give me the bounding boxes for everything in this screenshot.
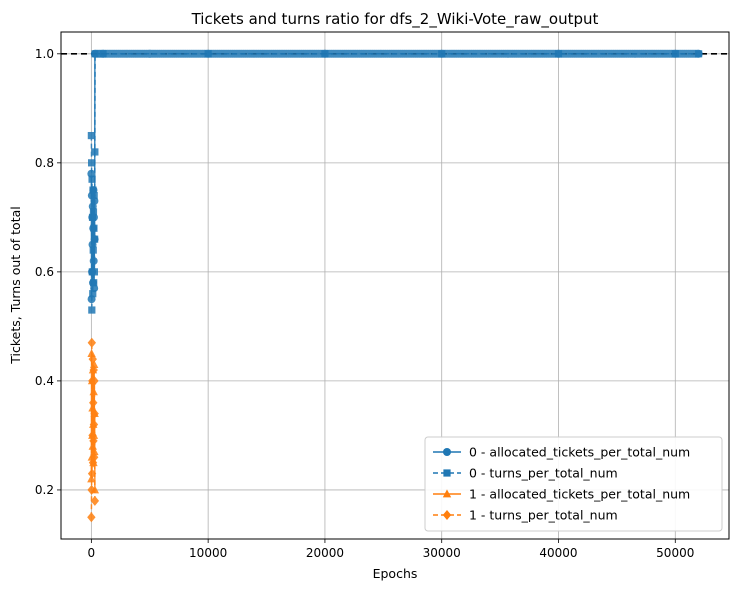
y-tick-label: 0.6 [35, 265, 54, 279]
data-point [695, 50, 703, 58]
data-point [89, 452, 99, 463]
data-point [438, 50, 446, 58]
data-point [89, 419, 99, 430]
legend-swatch-marker [443, 448, 451, 456]
data-point [90, 279, 98, 287]
legend-swatch-marker [442, 489, 452, 498]
data-point [89, 246, 97, 254]
data-point [321, 50, 329, 58]
legend: 0 - allocated_tickets_per_total_num 0 - t… [424, 436, 723, 532]
data-point [88, 213, 97, 221]
legend-box [424, 436, 723, 532]
data-point [89, 435, 98, 446]
y-tick-label: 0.2 [35, 483, 54, 497]
data-point [554, 50, 563, 58]
data-point [87, 474, 96, 483]
data-point [204, 50, 212, 58]
data-point [87, 159, 96, 167]
data-point [87, 484, 96, 495]
y-tick-label: 0.4 [35, 374, 54, 388]
chart-title: Tickets and turns ratio for dfs_2_Wiki-V… [191, 10, 599, 29]
data-point [87, 512, 96, 523]
data-point [90, 268, 98, 276]
data-point [90, 495, 100, 506]
data-point [87, 131, 95, 140]
x-tick-label: 10000 [189, 546, 227, 560]
legend-label: 1 - allocated_tickets_per_total_num [469, 487, 690, 502]
series-0 [87, 49, 703, 304]
data-point [90, 224, 98, 232]
y-axis-label: Tickets, Turns out of total [8, 206, 23, 364]
y-tick-label: 0.8 [35, 156, 54, 170]
x-tick-label: 50000 [656, 546, 694, 560]
series-line [90, 53, 699, 300]
x-tick-label: 20000 [306, 546, 344, 560]
legend-swatch-marker [443, 469, 451, 477]
x-tick-label: 0 [88, 546, 96, 560]
data-point [89, 397, 98, 408]
y-tick-label: 1.0 [35, 47, 54, 61]
data-point [88, 354, 97, 365]
data-point [91, 235, 99, 243]
data-point [99, 50, 107, 58]
x-axis-label: Epochs [373, 566, 418, 581]
legend-label: 0 - turns_per_total_num [469, 466, 618, 481]
data-point [89, 365, 98, 375]
data-point [87, 337, 97, 348]
legend-label: 1 - turns_per_total_num [469, 508, 618, 523]
legend-label: 0 - allocated_tickets_per_total_num [469, 445, 690, 460]
data-point [91, 148, 99, 156]
series-1 [87, 50, 703, 314]
series-3 [87, 337, 100, 523]
x-tick-label: 40000 [539, 546, 577, 560]
data-point [88, 175, 96, 183]
data-point [90, 191, 98, 200]
x-tick-label: 30000 [423, 546, 461, 560]
legend-swatch-marker [442, 510, 452, 520]
data-point [90, 375, 99, 386]
data-point [87, 468, 97, 479]
data-point [671, 50, 679, 58]
data-point [89, 290, 97, 298]
series-layer [87, 49, 703, 523]
data-point [89, 186, 97, 194]
data-point [88, 306, 96, 314]
data-point [91, 50, 99, 58]
plot-area-frame [60, 31, 730, 540]
ticks: 0 10000 20000 30000 40000 50000 0.2 0.4 0.6 0.8 1.… [35, 47, 694, 560]
data-point [90, 408, 99, 419]
data-point [89, 208, 98, 216]
